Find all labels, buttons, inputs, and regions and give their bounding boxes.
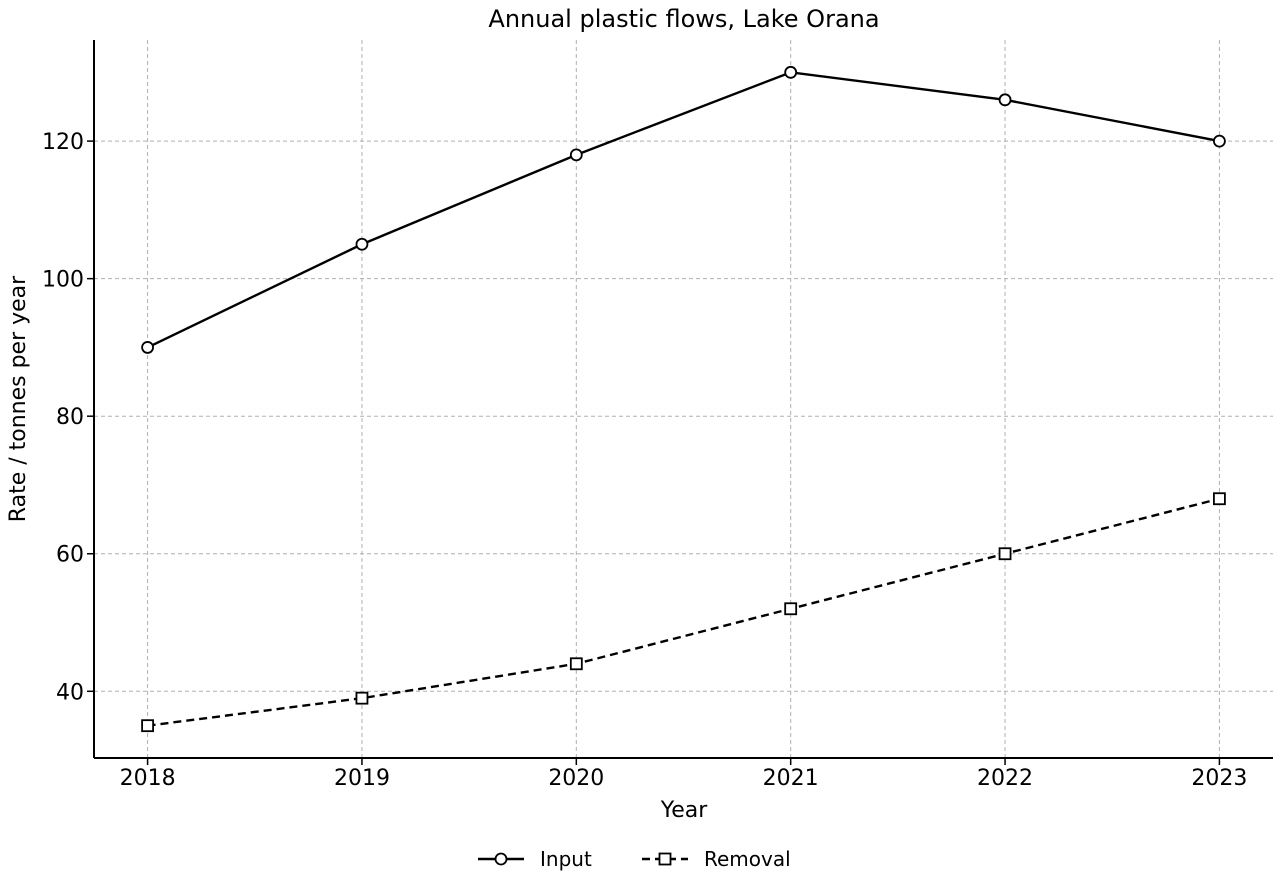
data-point-input xyxy=(998,93,1012,107)
x-tick-label: 2021 xyxy=(763,766,819,791)
x-tick-label: 2020 xyxy=(548,766,604,791)
data-point-removal xyxy=(998,547,1012,561)
series-layer xyxy=(141,65,1226,733)
series-line-input xyxy=(147,71,1220,349)
legend-marker xyxy=(494,852,508,866)
ticks: 2018 2019 2020 2021 2022 2023 40 60 80 100 120 xyxy=(42,130,1247,791)
legend-entry-input: Input xyxy=(478,847,592,871)
legend-marker xyxy=(658,852,672,866)
legend-label: Removal xyxy=(704,847,791,871)
data-point-input xyxy=(569,148,583,162)
y-axis-label: Rate / tonnes per year xyxy=(6,275,31,522)
grid xyxy=(94,40,1273,758)
x-tick-label: 2019 xyxy=(334,766,390,791)
y-tick-label: 100 xyxy=(42,268,84,293)
data-point-input xyxy=(1213,134,1226,148)
data-point-removal xyxy=(141,719,154,733)
x-axis-label: Year xyxy=(660,798,709,823)
axes xyxy=(93,40,1273,759)
series-input xyxy=(141,65,1226,354)
legend-entry-removal: Removal xyxy=(642,847,791,871)
x-tick-label: 2022 xyxy=(977,766,1033,791)
x-tick-label: 2023 xyxy=(1191,766,1247,791)
legend-label: Input xyxy=(540,847,592,871)
y-tick-label: 40 xyxy=(56,680,84,705)
x-tick-label: 2018 xyxy=(120,766,176,791)
data-point-removal xyxy=(1213,492,1226,506)
data-point-input xyxy=(784,65,798,79)
chart-title: Annual plastic flows, Lake Orana xyxy=(488,5,879,33)
data-point-removal xyxy=(355,691,369,705)
data-point-input xyxy=(141,341,154,354)
y-tick-label: 80 xyxy=(56,405,84,430)
y-tick-label: 60 xyxy=(56,543,84,568)
legend: Input Removal xyxy=(478,847,791,871)
series-removal xyxy=(141,492,1226,733)
series-line-removal xyxy=(147,497,1220,727)
data-point-input xyxy=(355,237,369,251)
data-point-removal xyxy=(784,602,798,616)
data-point-removal xyxy=(569,657,583,671)
y-tick-label: 120 xyxy=(42,130,84,155)
